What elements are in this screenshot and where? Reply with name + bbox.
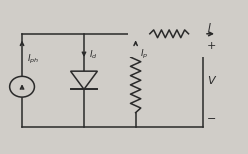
Polygon shape bbox=[71, 71, 97, 89]
Text: $I$: $I$ bbox=[207, 21, 212, 33]
Text: +: + bbox=[207, 41, 217, 51]
Text: $I_{ph}$: $I_{ph}$ bbox=[27, 53, 39, 66]
Text: $I_d$: $I_d$ bbox=[89, 48, 97, 61]
Text: $I_p$: $I_p$ bbox=[140, 48, 149, 61]
Text: −: − bbox=[207, 114, 217, 124]
Text: $V$: $V$ bbox=[207, 74, 217, 86]
